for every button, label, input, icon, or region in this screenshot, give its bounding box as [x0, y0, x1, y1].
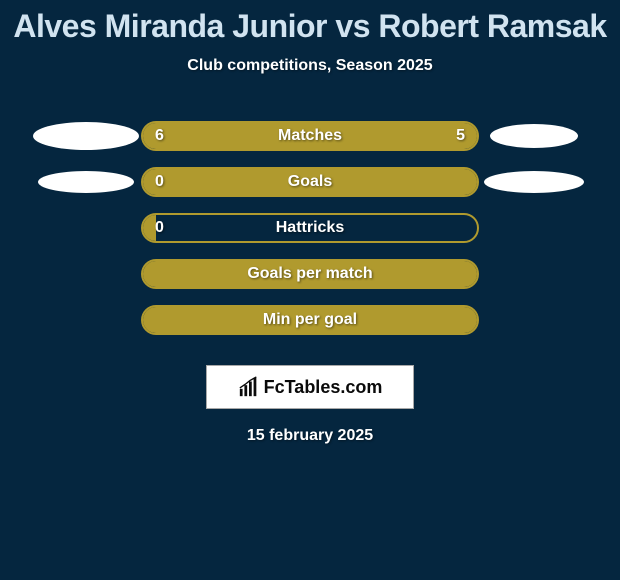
right-ellipse-slot — [479, 124, 589, 148]
page-title: Alves Miranda Junior vs Robert Ramsak — [0, 0, 620, 45]
subtitle: Club competitions, Season 2025 — [0, 57, 620, 75]
ellipse-shape — [33, 122, 139, 150]
date-label: 15 february 2025 — [0, 427, 620, 445]
stat-right-value: 5 — [456, 127, 465, 145]
stat-left-value: 0 — [155, 219, 164, 237]
stat-bar: 0 Hattricks — [141, 213, 479, 243]
stat-label: Min per goal — [263, 311, 357, 329]
right-ellipse-slot — [479, 171, 589, 193]
ellipse-shape — [490, 124, 578, 148]
logo-text: FcTables.com — [264, 377, 383, 398]
ellipse-shape — [38, 171, 134, 193]
infographic-container: Alves Miranda Junior vs Robert Ramsak Cl… — [0, 0, 620, 580]
logo-box: FcTables.com — [206, 365, 414, 409]
stat-bar: Goals per match — [141, 259, 479, 289]
chart-icon — [238, 376, 260, 398]
stat-bar: 0 Goals — [141, 167, 479, 197]
stat-row: 0 Goals — [0, 159, 620, 205]
stat-row: Goals per match — [0, 251, 620, 297]
stat-label: Goals — [288, 173, 332, 191]
stat-label: Hattricks — [276, 219, 344, 237]
stat-bar: 6 5 Matches — [141, 121, 479, 151]
stat-rows: 6 5 Matches 0 Goals 0 Hattricks Goals per match… — [0, 113, 620, 343]
left-ellipse-slot — [31, 122, 141, 150]
stat-row: 0 Hattricks — [0, 205, 620, 251]
stat-left-value: 6 — [155, 127, 164, 145]
stat-bar: Min per goal — [141, 305, 479, 335]
ellipse-shape — [484, 171, 584, 193]
left-ellipse-slot — [31, 171, 141, 193]
stat-label: Matches — [278, 127, 342, 145]
stat-row: Min per goal — [0, 297, 620, 343]
stat-row: 6 5 Matches — [0, 113, 620, 159]
stat-left-value: 0 — [155, 173, 164, 191]
stat-label: Goals per match — [247, 265, 372, 283]
